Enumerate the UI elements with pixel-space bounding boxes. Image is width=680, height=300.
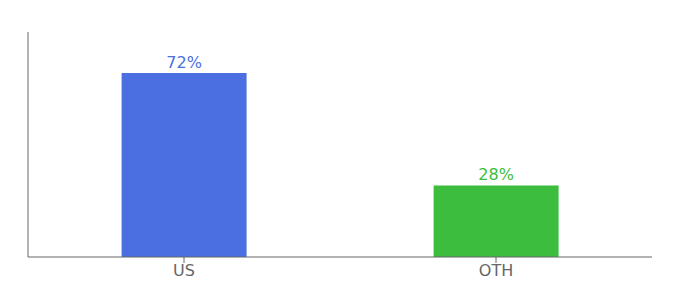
svg-text:28%: 28% xyxy=(478,165,514,184)
svg-text:OTH: OTH xyxy=(479,261,513,280)
svg-text:72%: 72% xyxy=(166,53,202,72)
svg-text:US: US xyxy=(173,261,195,280)
